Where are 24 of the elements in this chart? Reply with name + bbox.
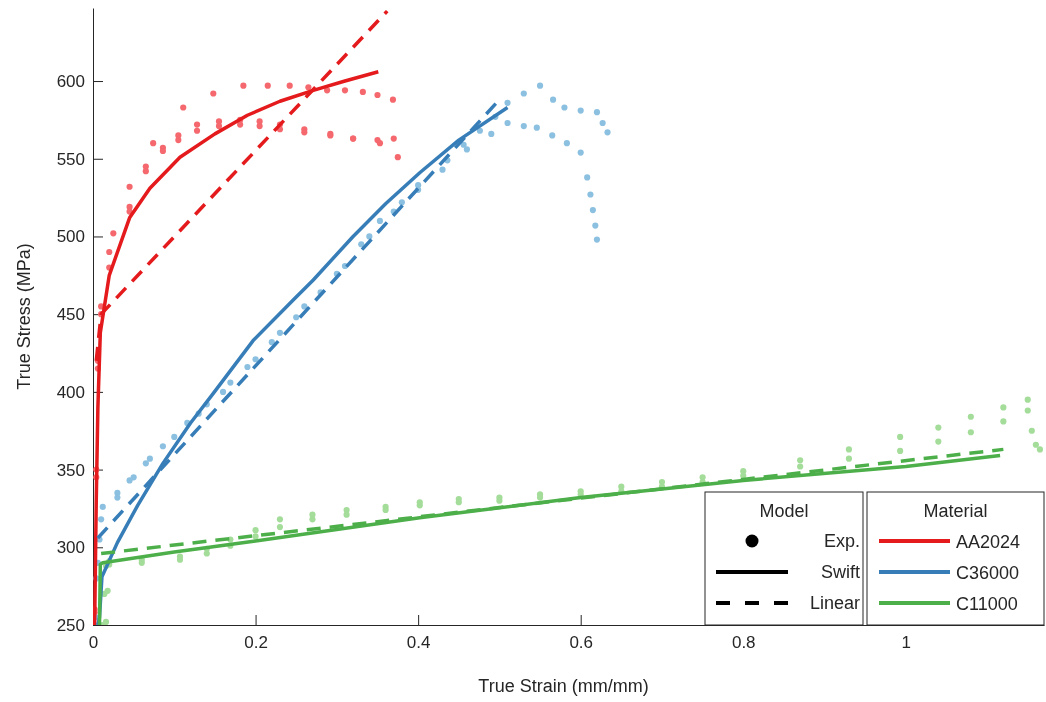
y-tick-label: 500: [56, 227, 85, 247]
x-tick-label: 1: [901, 633, 912, 653]
y-tick-label: 300: [56, 538, 85, 558]
legend-label: AA2024: [956, 532, 1021, 552]
legend-label: C36000: [956, 563, 1020, 583]
x-tick-label: 0.4: [406, 633, 431, 653]
legend-label: C11000: [956, 594, 1018, 614]
y-tick-label: 400: [56, 382, 85, 402]
y-tick-label: 550: [56, 149, 85, 169]
annotation: Exp.: [823, 531, 860, 551]
annotation: Linear: [809, 593, 860, 613]
legend-title: Material: [923, 501, 988, 521]
x-tick-label: 0: [88, 633, 99, 653]
y-tick-label: 250: [56, 615, 85, 635]
annotation: Model: [759, 501, 809, 521]
x-axis-title: True Strain (mm/mm): [478, 676, 649, 696]
x-tick-label: 0.8: [731, 633, 756, 653]
y-tick-label: 600: [56, 71, 85, 91]
y-axis-title: True Stress (MPa): [14, 243, 34, 390]
x-tick-label: 0.2: [244, 633, 268, 653]
x-tick-label: 0.6: [569, 633, 594, 653]
annotation: Swift: [820, 562, 860, 582]
y-tick-label: 450: [56, 305, 85, 325]
y-tick-label: 350: [56, 460, 85, 480]
